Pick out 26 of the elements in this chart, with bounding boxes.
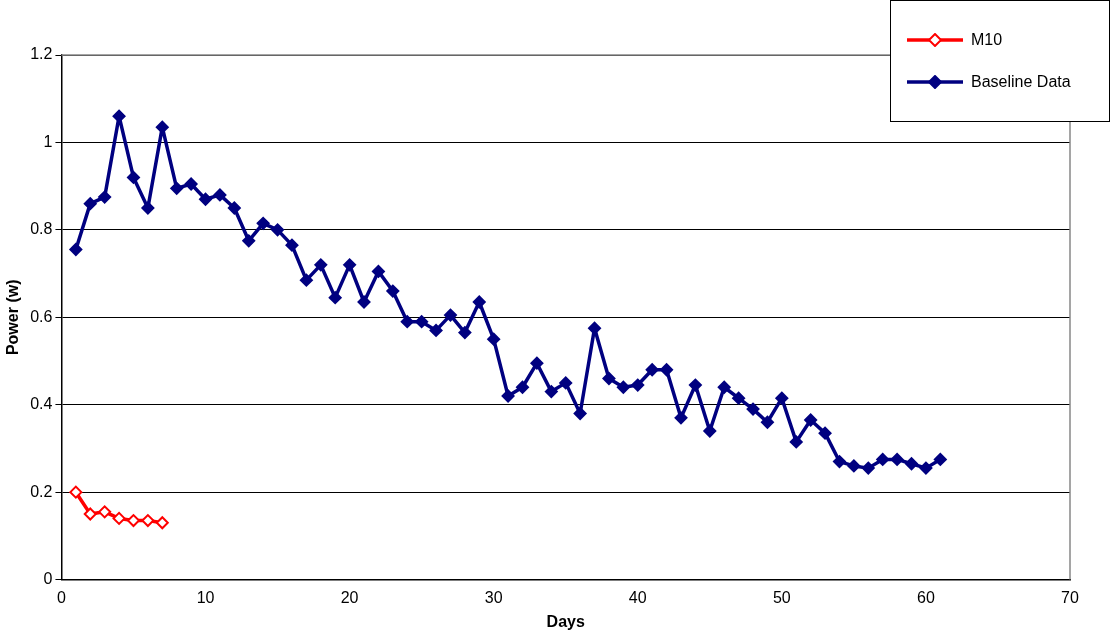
y-tick-label: 1.2: [30, 45, 53, 63]
x-axis-title: Days: [546, 612, 585, 630]
y-tick-label: 0.6: [30, 307, 53, 325]
y-tick-label: 1: [43, 132, 53, 150]
y-tick-label: 0: [43, 570, 53, 588]
point: [98, 505, 112, 519]
x-tick-label: 10: [196, 588, 215, 606]
x-tick-label: 0: [56, 588, 66, 606]
point: [83, 507, 97, 521]
y-axis-title: Power (w): [4, 279, 22, 356]
x-tick-label: 20: [340, 588, 359, 606]
x-tick-label: 30: [484, 588, 503, 606]
legend-label: M10: [971, 31, 1003, 49]
y-tick-label: 0.2: [30, 482, 53, 500]
point: [155, 516, 169, 530]
point: [126, 514, 140, 528]
x-tick-label: 50: [772, 588, 791, 606]
point: [112, 511, 126, 525]
x-tick-label: 70: [1061, 588, 1079, 606]
y-tick-label: 0.8: [30, 220, 53, 238]
y-tick-label: 0.4: [30, 395, 53, 413]
point: [69, 485, 83, 499]
point: [141, 514, 155, 528]
x-tick-label: 40: [628, 588, 647, 606]
legend-label: Baseline Data: [971, 73, 1071, 91]
x-tick-label: 60: [917, 588, 935, 606]
